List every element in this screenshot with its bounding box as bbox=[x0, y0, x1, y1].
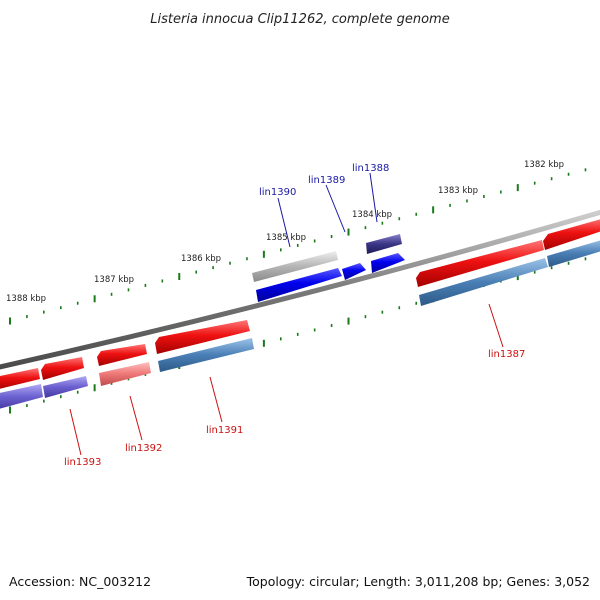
feature-lin1389-gene[interactable] bbox=[342, 263, 366, 280]
outer-scale-ticks bbox=[9, 168, 587, 325]
scale-label-1385: 1385 kbp bbox=[266, 233, 306, 243]
map-title: Listeria innocua Clip11262, complete gen… bbox=[150, 12, 449, 27]
feature-lin1388-cds[interactable] bbox=[366, 234, 402, 254]
gene-label-lin1388[interactable]: lin1388 bbox=[352, 163, 389, 174]
reverse-strand-features bbox=[0, 218, 600, 410]
genome-summary-text: Topology: circular; Length: 3,011,208 bp… bbox=[246, 574, 590, 589]
label-leaders bbox=[69, 172, 504, 456]
gene-label-lin1391[interactable]: lin1391 bbox=[206, 425, 243, 436]
scale-label-1388: 1388 kbp bbox=[6, 294, 46, 304]
feature-lin1391-gene[interactable] bbox=[158, 338, 254, 372]
feature-left-edge-cds[interactable] bbox=[0, 368, 40, 390]
feature-lin1393-cds[interactable] bbox=[41, 357, 84, 380]
feature-lin1390-cds[interactable] bbox=[252, 251, 338, 282]
leader-lin1390 bbox=[277, 197, 291, 248]
feature-left-edge-gene[interactable] bbox=[0, 384, 43, 410]
scale-label-1387: 1387 kbp bbox=[94, 275, 134, 285]
scale-label-1384: 1384 kbp bbox=[352, 210, 392, 220]
scale-label-1383: 1383 kbp bbox=[438, 186, 478, 196]
gene-label-lin1392[interactable]: lin1392 bbox=[125, 443, 162, 454]
gene-label-lin1393[interactable]: lin1393 bbox=[64, 457, 101, 468]
gene-label-lin1389[interactable]: lin1389 bbox=[308, 175, 345, 186]
feature-lin1393-gene[interactable] bbox=[43, 376, 88, 398]
gene-label-lin1387[interactable]: lin1387 bbox=[488, 349, 525, 360]
feature-lin1388-gene[interactable] bbox=[371, 253, 405, 273]
accession-text: Accession: NC_003212 bbox=[9, 574, 151, 589]
genome-backbone bbox=[0, 209, 600, 370]
scale-label-1386: 1386 kbp bbox=[181, 254, 221, 264]
leader-lin1389 bbox=[325, 184, 346, 233]
leader-lin1388 bbox=[369, 172, 378, 223]
feature-lin1392-cds[interactable] bbox=[97, 344, 147, 366]
feature-right-edge-cds[interactable] bbox=[543, 218, 600, 250]
gene-label-lin1390[interactable]: lin1390 bbox=[259, 187, 296, 198]
feature-lin1387-cds[interactable] bbox=[416, 240, 544, 287]
feature-lin1392-gene[interactable] bbox=[99, 362, 151, 386]
feature-right-edge-gene[interactable] bbox=[547, 239, 600, 267]
leader-lin1392 bbox=[129, 395, 143, 441]
leader-lin1393 bbox=[69, 408, 82, 456]
scale-label-1382: 1382 kbp bbox=[524, 160, 564, 170]
feature-lin1390-gene[interactable] bbox=[256, 268, 342, 302]
forward-strand-features bbox=[252, 234, 405, 302]
feature-lin1391-cds[interactable] bbox=[155, 320, 250, 354]
leader-lin1391 bbox=[209, 376, 223, 423]
leader-lin1387 bbox=[488, 303, 504, 348]
feature-lin1387-gene[interactable] bbox=[419, 258, 548, 306]
